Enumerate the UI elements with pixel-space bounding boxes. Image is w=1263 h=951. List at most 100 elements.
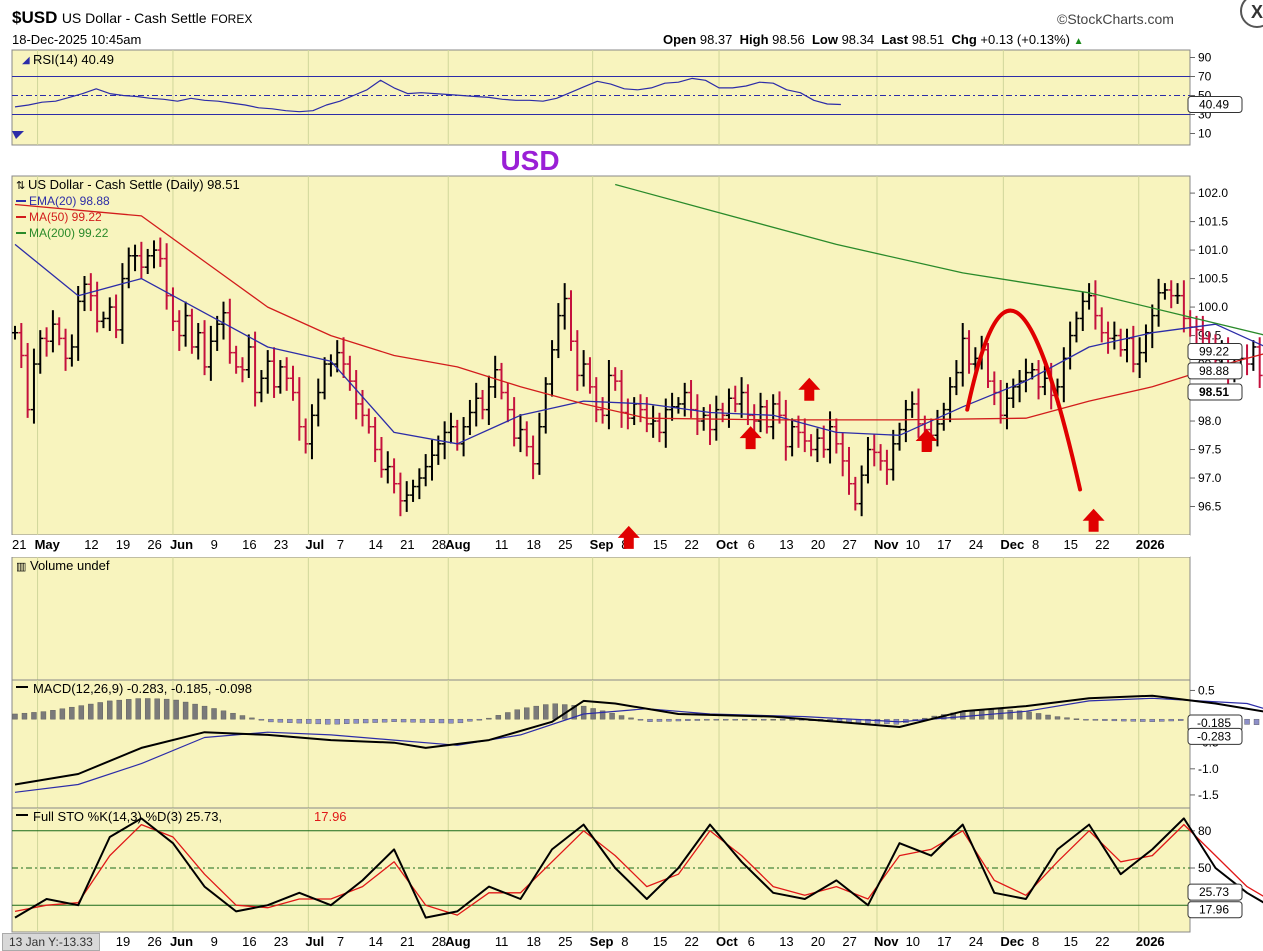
y-tick-label: 90: [1198, 51, 1212, 65]
bottom-x-tick-label: 8: [621, 934, 628, 949]
ema-last-value: 98.88: [1199, 364, 1229, 378]
x-tick-label: Jun: [170, 537, 193, 552]
x-tick-label: 22: [1095, 537, 1109, 552]
bottom-x-tick-label: Oct: [716, 934, 738, 949]
macd-histogram-bar: [732, 718, 738, 721]
macd-histogram-bar: [1130, 718, 1137, 722]
macd-histogram-bar: [761, 718, 767, 721]
macd-histogram-bar: [277, 718, 284, 723]
macd-histogram-bar: [457, 718, 464, 724]
macd-histogram-bar: [656, 718, 663, 722]
bottom-x-tick-label: 8: [1032, 934, 1039, 949]
x-tick-label: 26: [147, 537, 161, 552]
macd-histogram-bar: [1007, 709, 1013, 720]
x-tick-label: 28: [432, 537, 446, 552]
y-tick-label: -1.5: [1198, 788, 1219, 802]
x-axis-bg: [0, 535, 1190, 557]
bottom-x-axis: 19 26 Jun 9 16 23 Jul 7 14 21 28 Aug 11 18 25 Sep 8 15 22 O…: [116, 934, 1165, 949]
macd-histogram-bar: [486, 717, 492, 720]
macd-histogram-bar: [40, 711, 47, 720]
macd-histogram-bar: [789, 718, 795, 721]
y-tick-label: 101.0: [1198, 243, 1228, 257]
bottom-x-tick-label: 16: [242, 934, 256, 949]
macd-signal-line: [14, 697, 1263, 793]
close-icon[interactable]: X: [1240, 0, 1263, 28]
macd-histogram-bar: [713, 718, 720, 721]
macd-histogram-bar: [1083, 718, 1089, 721]
x-tick-label: 18: [526, 537, 540, 552]
bottom-x-tick-label: 21: [400, 934, 414, 949]
macd-histogram-bar: [1140, 718, 1146, 722]
bottom-x-tick-label: Nov: [874, 934, 899, 949]
sto-legend-d: 17.96: [314, 809, 347, 824]
ma50-last-value: 99.22: [1199, 345, 1229, 359]
macd-histogram-bar: [1149, 718, 1155, 722]
y-tick-label: -1.0: [1198, 762, 1219, 776]
bottom-x-tick-label: 22: [1095, 934, 1109, 949]
bottom-x-tick-label: 10: [906, 934, 920, 949]
macd-histogram-bar: [78, 705, 85, 720]
open-value: 98.37: [699, 32, 733, 47]
macd-histogram-bar: [874, 718, 881, 724]
bottom-x-tick-label: 18: [526, 934, 540, 949]
macd-histogram-bar: [144, 698, 151, 720]
rsi-panel-bg: [11, 49, 1191, 146]
y-tick-label: 96.5: [1198, 500, 1222, 514]
macd-histogram-bar: [268, 718, 274, 723]
macd-histogram-bar: [419, 718, 426, 723]
price-last-value: 98.51: [1199, 385, 1229, 399]
macd-histogram-bar: [618, 715, 625, 720]
bottom-x-tick-label: 11: [495, 934, 509, 949]
overlay-legend-2: MA(200) 99.22: [29, 226, 109, 240]
y-tick-label: 97.5: [1198, 443, 1222, 457]
x-tick-label: 13: [779, 537, 793, 552]
x-tick-label: 16: [242, 537, 256, 552]
macd-histogram-bar: [135, 698, 141, 720]
macd-histogram-bar: [381, 718, 388, 723]
x-tick-label: 22: [684, 537, 698, 552]
macd-histogram-bar: [751, 718, 757, 721]
overlay-legend-1: MA(50) 99.22: [29, 210, 102, 224]
x-tick-label: Oct: [716, 537, 738, 552]
y-tick-label: 0.5: [1198, 683, 1215, 697]
chart-header: $USD US Dollar - Cash Settle FOREX: [12, 8, 252, 28]
bottom-x-tick-label: Dec: [1000, 934, 1024, 949]
macd-histogram-bar: [1111, 718, 1118, 722]
macd-histogram-bar: [742, 718, 748, 721]
macd-histogram-bar: [580, 705, 587, 720]
bottom-x-tick-label: 2026: [1136, 934, 1165, 949]
sto-legend: Full STO %K(14,3) %D(3) 25.73,: [33, 809, 222, 824]
macd-histogram-bar: [182, 701, 189, 720]
macd-histogram-bar: [391, 718, 397, 722]
macd-histogram-bar: [571, 705, 577, 720]
macd-histogram-bar: [163, 698, 170, 720]
x-tick-label: 23: [274, 537, 288, 552]
macd-histogram-bar: [31, 712, 37, 720]
bottom-x-tick-label: 19: [116, 934, 130, 949]
macd-histogram-bar: [372, 718, 378, 723]
overlay-ema20: [14, 243, 1263, 445]
macd-histogram-bar: [997, 709, 1004, 720]
x-tick-label: 17: [937, 537, 951, 552]
macd-histogram-bar: [1026, 711, 1032, 720]
macd-histogram-bar: [239, 715, 246, 720]
y-tick-label: 50: [1198, 861, 1212, 875]
macd-histogram-bar: [410, 718, 416, 723]
market-label: FOREX: [210, 12, 253, 26]
macd-histogram-bar: [770, 718, 776, 721]
macd-histogram-bar: [21, 712, 28, 720]
macd-histogram-bar: [116, 699, 122, 720]
bottom-x-tick-label: 23: [274, 934, 288, 949]
symbol: $USD: [12, 8, 58, 27]
bottom-x-tick-label: 6: [748, 934, 755, 949]
macd-last-value-box: [1187, 727, 1243, 745]
sto-k-last-value: 25.73: [1199, 885, 1229, 899]
macd-histogram-bar: [1054, 716, 1061, 720]
macd-histogram-bar: [59, 708, 66, 720]
y-tick-label: 10: [1198, 127, 1212, 141]
macd-histogram-bar: [173, 699, 179, 720]
bottom-x-tick-label: 14: [369, 934, 383, 949]
macd-histogram-bar: [1045, 714, 1051, 720]
bottom-x-tick-label: 15: [653, 934, 667, 949]
